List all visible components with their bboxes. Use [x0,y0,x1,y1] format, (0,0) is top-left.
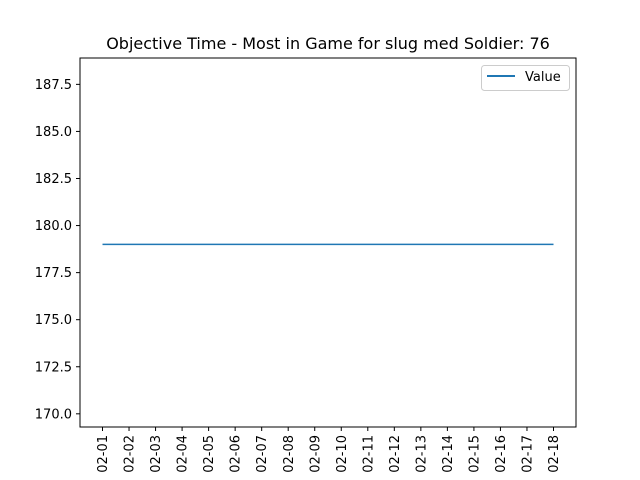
x-tick-label: 02-11 [361,435,376,473]
y-tick-label: 170.0 [35,407,72,422]
x-tick-label: 02-03 [149,435,164,473]
x-tick-label: 02-02 [123,435,138,473]
x-tick-label: 02-07 [255,435,270,473]
legend-label-value: Value [525,70,561,85]
x-tick-label: 02-05 [202,435,217,473]
x-tick-label: 02-04 [176,435,191,473]
x-tick-label: 02-01 [96,435,111,473]
y-tick-label: 182.5 [35,172,72,187]
x-tick-label: 02-06 [229,435,244,473]
chart-title: Objective Time - Most in Game for slug m… [106,34,550,53]
y-tick-label: 177.5 [35,266,72,281]
x-tick-label: 02-18 [547,435,562,473]
y-tick-label: 187.5 [35,78,72,93]
x-tick-label: 02-13 [414,435,429,473]
x-tick-label: 02-09 [308,435,323,473]
x-tick-label: 02-15 [467,435,482,473]
legend: Value [481,65,570,91]
x-tick-label: 02-08 [282,435,297,473]
x-tick-label: 02-17 [521,435,536,473]
x-tick-label: 02-16 [494,435,509,473]
x-tick-label: 02-12 [388,435,403,473]
y-tick-label: 172.5 [35,360,72,375]
x-tick-label: 02-14 [441,435,456,473]
legend-box [481,65,570,91]
y-tick-label: 180.0 [35,219,72,234]
plot-frame [79,57,577,428]
y-tick-label: 185.0 [35,125,72,140]
y-tick-label: 175.0 [35,313,72,328]
x-tick-label: 02-10 [335,435,350,473]
